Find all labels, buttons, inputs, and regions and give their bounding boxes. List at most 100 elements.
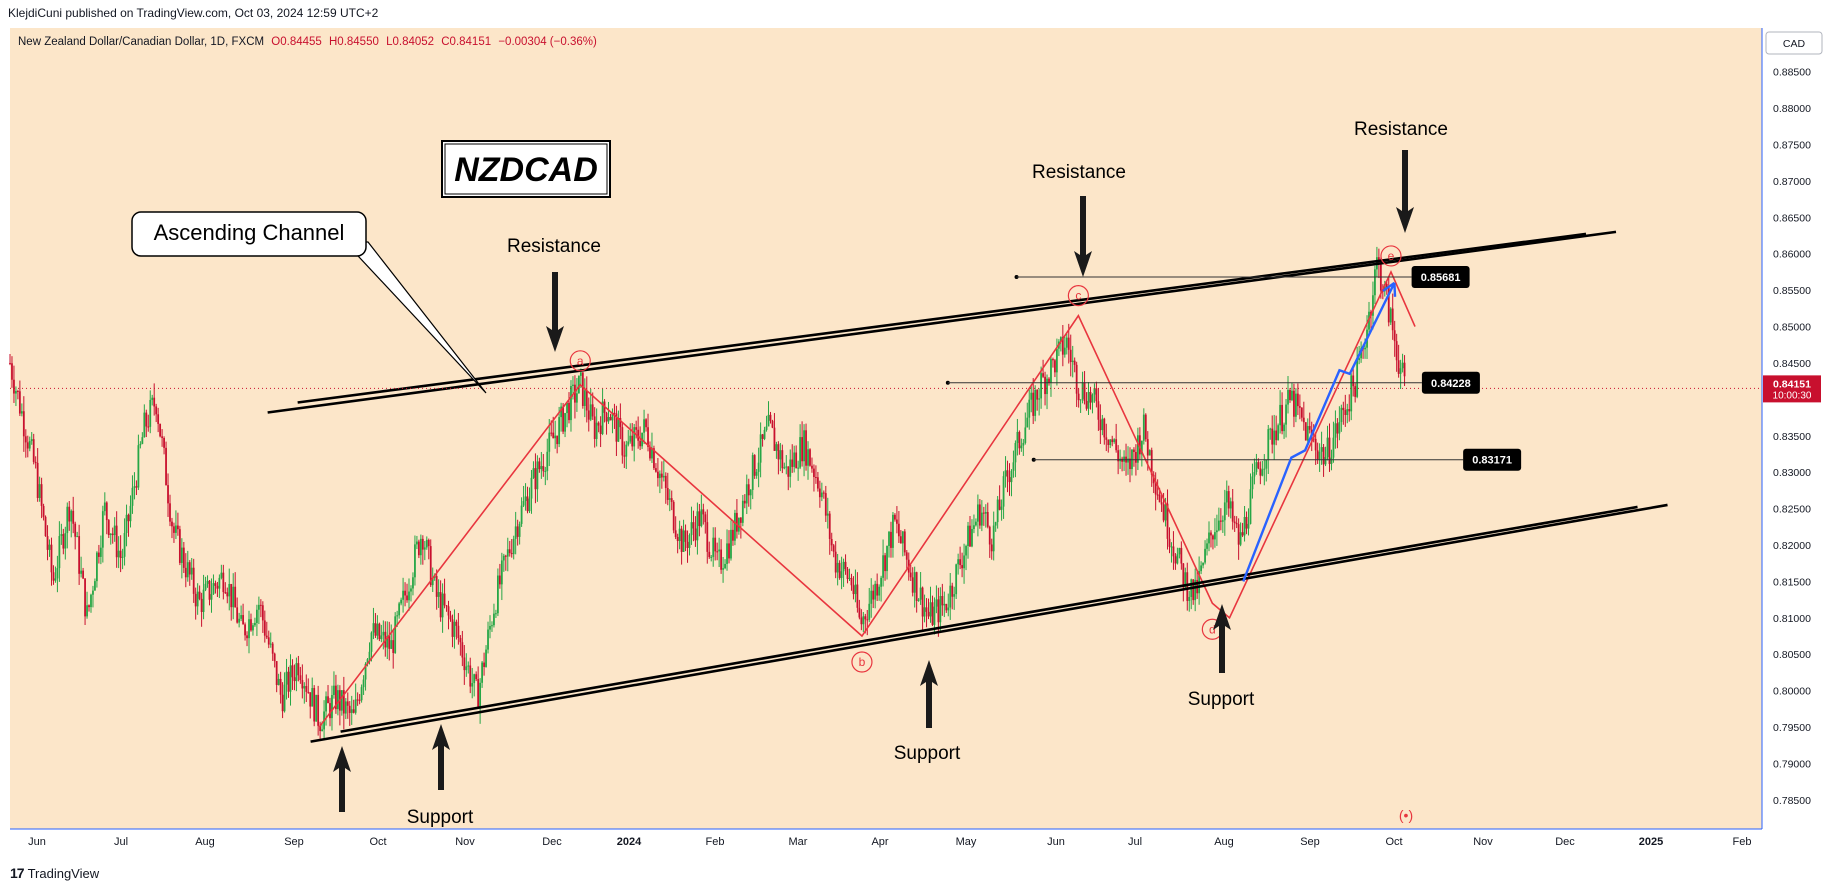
candle-body — [615, 413, 618, 442]
candle-body — [666, 488, 669, 500]
candle-body — [1247, 523, 1250, 529]
candle-body — [988, 526, 991, 545]
candle-body — [1324, 457, 1327, 465]
candle-body — [546, 451, 549, 472]
candle-body — [1261, 469, 1264, 476]
candle-body — [186, 562, 189, 578]
price-axis[interactable] — [1762, 28, 1835, 829]
footer[interactable]: 17 TradingView — [10, 865, 99, 881]
candle-body — [495, 613, 497, 615]
candle-body — [664, 475, 667, 489]
candle-body — [42, 505, 45, 517]
candle-body — [1138, 435, 1141, 455]
candle-body — [382, 631, 385, 636]
candle-body — [188, 562, 191, 575]
candle-body — [1160, 502, 1163, 505]
candle-body — [232, 586, 235, 608]
candle-body — [177, 525, 179, 530]
candle-body — [815, 476, 817, 478]
candle-body — [435, 576, 438, 597]
candle-body — [645, 419, 647, 428]
resistance-label-2: Resistance — [1032, 162, 1126, 183]
candle-body — [1032, 392, 1035, 416]
candle-body — [696, 511, 699, 541]
candle-body — [508, 549, 511, 554]
candle-body — [637, 429, 640, 441]
price-tick: 0.88500 — [1773, 67, 1811, 79]
candle-body — [60, 534, 63, 537]
candle-body — [783, 467, 786, 469]
candle-body — [651, 448, 653, 459]
candle-body — [824, 493, 827, 516]
candle-body — [392, 640, 395, 653]
ohlc-close: C0.84151 — [441, 36, 491, 48]
price-tick: 0.84500 — [1773, 358, 1811, 370]
candle-body — [32, 439, 35, 462]
candle-body — [1127, 458, 1129, 463]
time-axis[interactable] — [10, 830, 1762, 854]
candle-body — [690, 522, 693, 536]
candle-body — [694, 528, 697, 541]
candle-body — [1089, 391, 1092, 403]
candle-body — [72, 510, 75, 524]
candle-body — [816, 477, 819, 489]
candle-body — [532, 468, 535, 478]
candle-body — [874, 583, 877, 600]
candle-body — [236, 607, 239, 623]
candle-body — [309, 692, 312, 707]
candle-body — [99, 547, 102, 557]
candle-body — [779, 450, 782, 460]
candle-body — [1334, 423, 1337, 438]
candle-body — [350, 709, 353, 713]
candle-body — [190, 567, 193, 575]
candle-body — [386, 635, 389, 648]
candle-body — [11, 363, 13, 380]
candle-body — [1018, 431, 1021, 449]
candle-body — [886, 545, 888, 572]
candle-body — [1170, 546, 1173, 548]
candle-body — [929, 602, 932, 617]
candle-body — [421, 538, 424, 550]
candle-body — [194, 593, 197, 607]
candle-body — [64, 533, 67, 549]
candle-body — [609, 417, 612, 421]
candle-body — [1330, 457, 1333, 464]
candle-body — [26, 442, 29, 449]
candle-body — [257, 604, 260, 610]
candle-body — [96, 552, 98, 582]
candle-body — [485, 649, 487, 667]
candle-body — [133, 486, 136, 488]
candle-body — [726, 543, 728, 564]
candle-body — [915, 572, 918, 601]
candle-body — [101, 511, 104, 548]
candle-body — [496, 575, 499, 614]
candle-body — [279, 678, 282, 695]
candle-body — [1217, 520, 1220, 531]
currency-box[interactable] — [1765, 31, 1823, 55]
candle-body — [1326, 437, 1329, 458]
ohlc-high: H0.84550 — [329, 36, 379, 48]
candle-body — [143, 412, 146, 438]
candle-body — [526, 496, 529, 512]
candle-body — [321, 729, 323, 732]
candle-body — [62, 534, 65, 549]
wave-label: c — [1075, 289, 1081, 303]
candle-body — [759, 434, 762, 463]
candle-body — [1184, 572, 1187, 588]
time-tick: Oct — [369, 836, 386, 848]
title-box — [441, 140, 611, 198]
candle-body — [826, 513, 829, 516]
publish-info: KlejdiCuni published on TradingView.com,… — [8, 6, 379, 20]
price-tick: 0.79000 — [1773, 758, 1811, 770]
candle-body — [13, 379, 15, 394]
candle-body — [506, 549, 509, 557]
candle-body — [840, 571, 843, 578]
candle-body — [1063, 347, 1066, 355]
candle-body — [121, 556, 124, 558]
candle-body — [1146, 439, 1149, 456]
candle-body — [1154, 483, 1157, 495]
candle-body — [242, 615, 244, 625]
candle-body — [698, 511, 701, 527]
candle-body — [1210, 532, 1212, 536]
